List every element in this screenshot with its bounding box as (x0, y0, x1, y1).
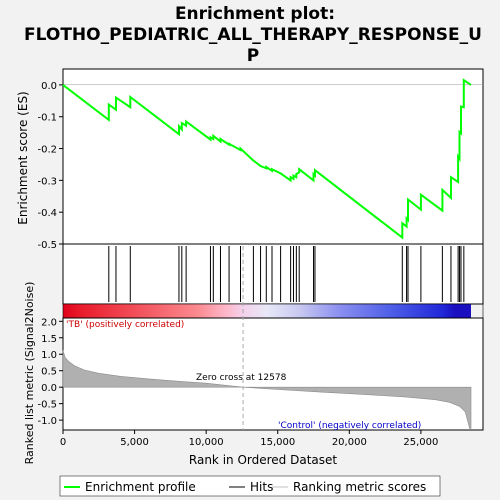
positive-correlation-label: 'TB' (positively correlated) (66, 320, 184, 330)
x-tick-label: 0 (60, 437, 66, 448)
metric-y-tick-label: 1.5 (41, 334, 57, 345)
metric-y-axis-label: Ranked list metric (Signal2Noise) (23, 282, 36, 465)
metric-y-tick-label: 0.0 (41, 383, 57, 394)
es-y-tick-label: 0.0 (41, 81, 57, 92)
chart-title-line-2: FLOTHO_PEDIATRIC_ALL_THERAPY_RESPONSE_U (24, 25, 482, 45)
es-y-tick-label: -0.5 (37, 240, 57, 251)
metric-y-tick-label: 2.0 (41, 317, 57, 328)
zero-cross-annotation: Zero cross at 12578 (196, 373, 287, 383)
x-axis-label: Rank in Ordered Dataset (189, 453, 337, 467)
negative-correlation-label: 'Control' (negatively correlated) (278, 421, 421, 431)
x-tick-label: 5,000 (120, 437, 149, 448)
es-y-axis-label: Enrichment score (ES) (16, 91, 30, 224)
metric-y-tick-label: -1.0 (37, 416, 57, 427)
metric-panel (62, 317, 484, 431)
es-y-tick-label: -0.3 (37, 176, 57, 187)
es-y-tick-label: -0.2 (37, 145, 57, 156)
es-y-tick-label: -0.1 (37, 113, 57, 124)
chart-title-line-3: P (247, 46, 259, 66)
x-tick-label: 20,000 (332, 437, 367, 448)
metric-y-tick-label: -0.5 (37, 400, 57, 411)
metric-y-tick-label: 1.0 (41, 350, 57, 361)
x-tick-label: 15,000 (260, 437, 295, 448)
x-tick-label: 25,000 (403, 437, 438, 448)
rank-color-bar (63, 304, 471, 318)
legend-metric-label: Ranking metric scores (293, 480, 426, 494)
legend-profile-label: Enrichment profile (85, 480, 196, 494)
chart-title-line-1: Enrichment plot: (175, 4, 335, 24)
metric-y-tick-label: 0.5 (41, 367, 57, 378)
hits-panel (62, 243, 484, 305)
es-panel (62, 68, 484, 245)
x-tick-label: 10,000 (189, 437, 224, 448)
es-y-tick-label: -0.4 (37, 208, 57, 219)
legend-hits-label: Hits (250, 480, 273, 494)
legend-box (59, 475, 441, 497)
enrichment-profile-line (62, 78, 472, 240)
ranking-metric-area (62, 350, 472, 429)
